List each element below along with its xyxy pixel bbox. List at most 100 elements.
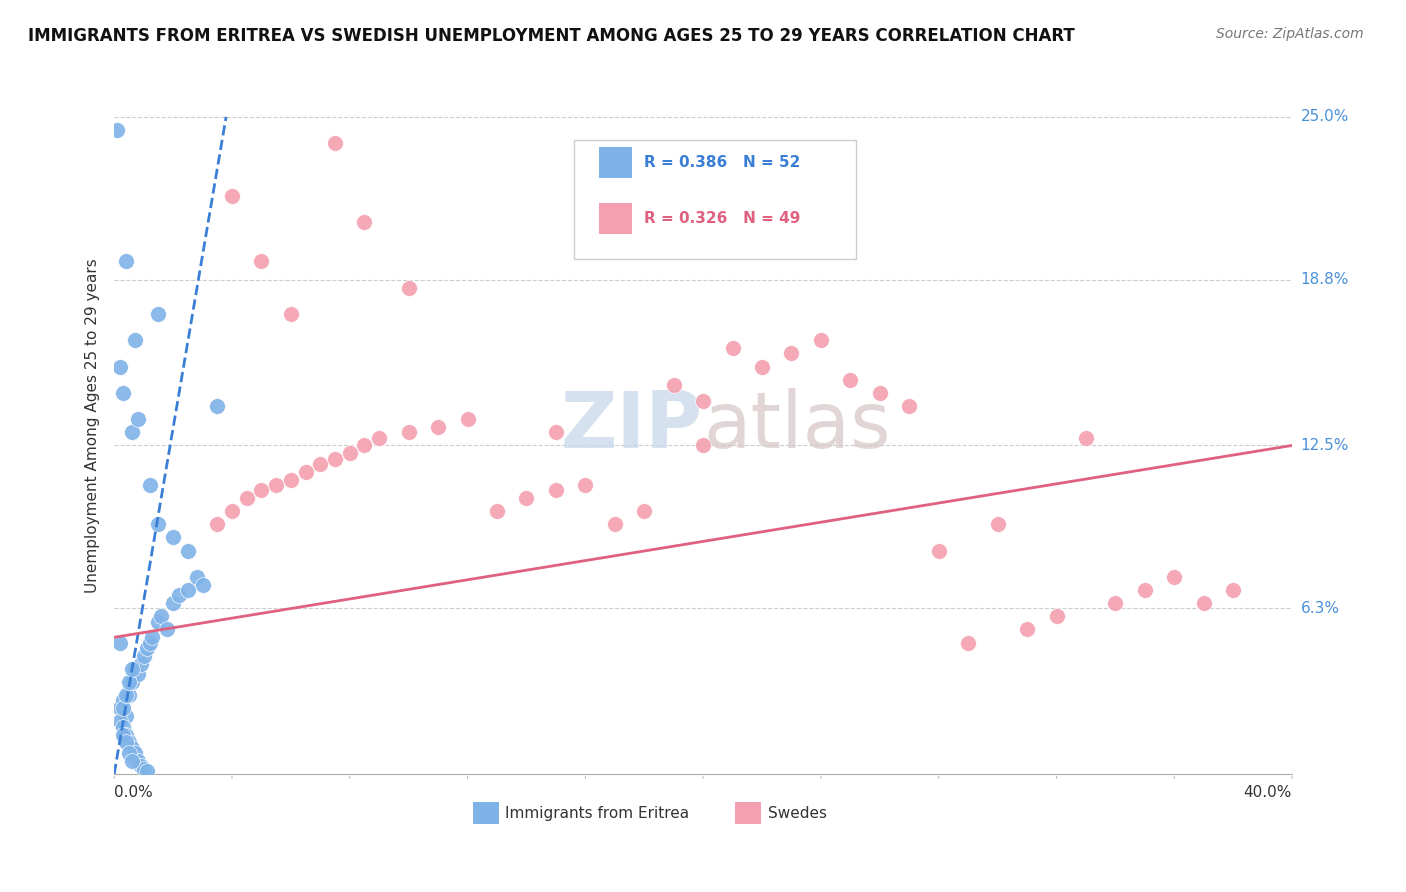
Point [111,720,134,734]
Point [603,517,626,532]
Point [780,346,803,360]
Point [869,385,891,400]
Point [751,359,773,374]
Bar [599,202,633,235]
Point [839,373,862,387]
Point [191,578,214,592]
Point [221,188,243,202]
Text: Immigrants from Eritrea: Immigrants from Eritrea [505,805,689,821]
Text: R = 0.326   N = 49: R = 0.326 N = 49 [644,211,800,226]
Point [515,491,537,505]
Point [398,425,420,440]
Point [115,735,138,749]
Point [115,254,138,268]
Point [323,136,346,150]
Point [141,631,163,645]
Point [544,425,567,440]
Point [108,701,131,715]
Point [118,675,141,690]
Point [132,648,155,663]
Point [1163,570,1185,584]
Point [662,378,685,392]
Bar [599,147,633,178]
FancyBboxPatch shape [574,140,856,259]
Point [129,657,152,671]
Point [898,399,921,413]
Point [485,504,508,518]
Point [111,693,134,707]
Point [111,728,134,742]
Point [574,478,596,492]
Text: 6.3%: 6.3% [1301,601,1340,615]
Point [692,438,714,452]
Point [135,764,157,779]
Point [156,623,179,637]
Point [118,688,141,702]
Text: R = 0.386   N = 52: R = 0.386 N = 52 [644,155,800,169]
Point [633,504,655,518]
Point [1222,582,1244,597]
Point [309,457,332,471]
Point [108,359,131,374]
Point [138,635,160,649]
Point [280,473,302,487]
Point [544,483,567,497]
Bar [735,802,761,824]
Text: Source: ZipAtlas.com: Source: ZipAtlas.com [1216,27,1364,41]
Point [457,412,479,426]
Point [1015,623,1038,637]
Point [323,451,346,466]
Point [928,543,950,558]
Point [353,438,375,452]
Point [162,596,184,610]
Point [692,393,714,408]
Point [987,517,1010,532]
Text: atlas: atlas [703,388,890,464]
Point [148,307,170,321]
Point [129,759,152,773]
Text: Swedes: Swedes [768,805,827,821]
Point [398,281,420,295]
Point [124,334,146,348]
Text: 40.0%: 40.0% [1244,785,1292,800]
Point [177,582,200,597]
Point [353,215,375,229]
Point [339,446,361,460]
Point [108,635,131,649]
Point [150,609,173,624]
Text: 0.0%: 0.0% [114,785,153,800]
Text: 18.8%: 18.8% [1301,272,1348,287]
Point [221,504,243,518]
Point [148,517,170,532]
Point [127,667,149,681]
Point [121,754,143,768]
Point [132,762,155,776]
Point [167,588,190,602]
Point [115,709,138,723]
Point [368,431,391,445]
Point [135,640,157,655]
Point [162,531,184,545]
Point [294,465,316,479]
Point [108,714,131,729]
Point [250,254,273,268]
Point [250,483,273,497]
Point [121,425,143,440]
Point [111,701,134,715]
Point [1074,431,1097,445]
Point [121,662,143,676]
Point [957,635,980,649]
Point [148,615,170,629]
Point [124,662,146,676]
Point [810,334,832,348]
Point [177,543,200,558]
Point [124,746,146,760]
Point [118,735,141,749]
Point [105,123,128,137]
Point [207,399,229,413]
Point [127,754,149,768]
Point [121,675,143,690]
Point [235,491,257,505]
Point [1104,596,1126,610]
Bar [474,802,499,824]
